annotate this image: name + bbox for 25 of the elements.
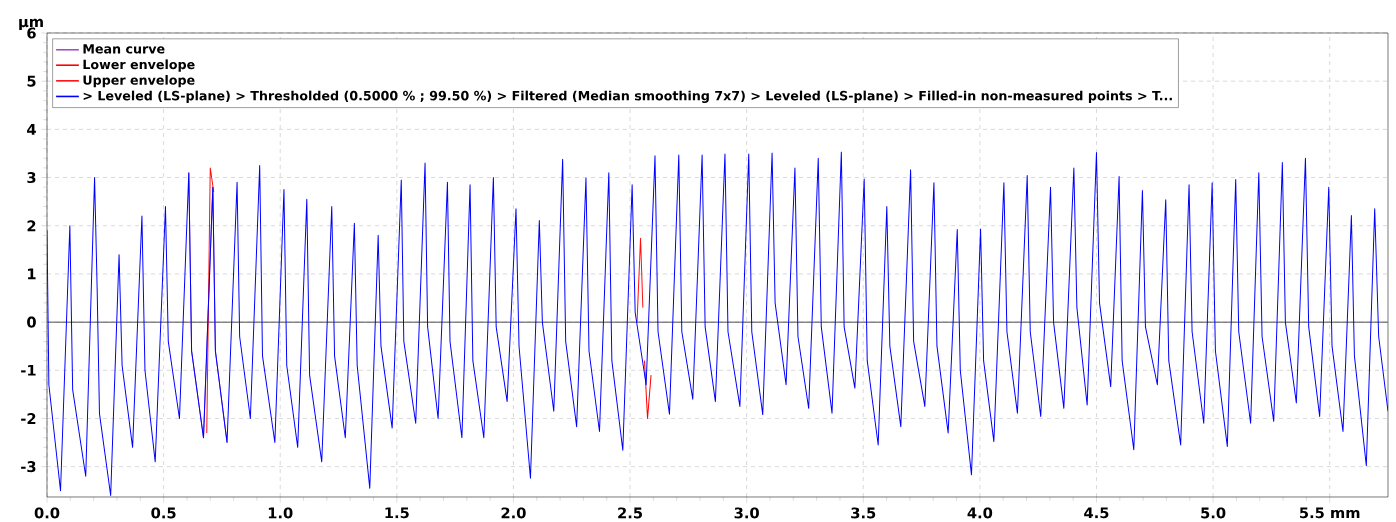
x-tick-label: 2.0 [501, 507, 526, 519]
x-tick-label: 1.0 [268, 507, 293, 519]
y-tick-label: 0 [27, 316, 36, 328]
x-tick-label: 3.5 [851, 507, 876, 519]
x-tick-label: 0.0 [34, 507, 60, 519]
x-tick-label: 5.0 [1201, 507, 1226, 519]
y-tick-label: 1 [28, 268, 36, 280]
x-tick-label: 4.5 [1084, 507, 1109, 519]
x-tick-label: 5.5 mm [1300, 507, 1360, 519]
x-tick-label: 3.0 [734, 507, 759, 519]
x-tick-label: 4.0 [967, 507, 993, 519]
y-tick-label: -1 [21, 364, 36, 376]
y-tick-label: -2 [21, 413, 36, 424]
legend-label: > Leveled (LS-plane) > Thresholded (0.5000 % ; 99.50 %) > Filtered (Median smoothing 7x7) > Leveled (LS-plane) > Filled-in non-measured points > T... [83, 90, 1172, 103]
y-tick-label: 4 [27, 124, 36, 135]
legend-label: Mean curve [83, 44, 165, 54]
x-tick-label: 2.5 [618, 507, 643, 519]
x-tick-label: 0.5 [151, 507, 176, 519]
y-tick-label: -3 [21, 461, 36, 473]
legend-label: Upper envelope [83, 75, 195, 88]
y-tick-label: 3 [27, 172, 36, 184]
x-tick-label: 1.5 [385, 507, 409, 519]
y-tick-label: 2 [27, 220, 36, 232]
y-tick-label: 5 [27, 75, 36, 87]
legend-label: Lower envelope [83, 59, 195, 72]
